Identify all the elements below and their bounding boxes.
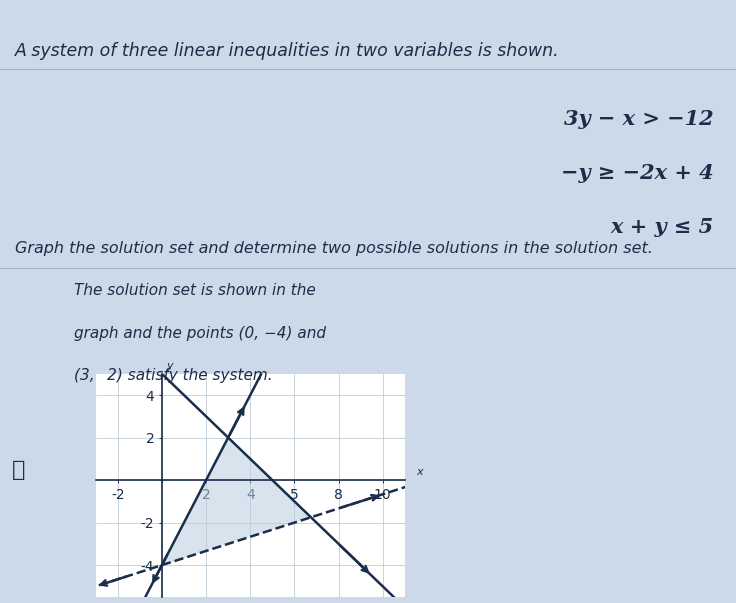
Text: (3,  2) satisfy the system.: (3, 2) satisfy the system. xyxy=(74,368,272,383)
Text: −y ≥ −2x + 4: −y ≥ −2x + 4 xyxy=(562,163,714,183)
Text: x + y ≤ 5: x + y ≤ 5 xyxy=(611,217,714,237)
Text: A system of three linear inequalities in two variables is shown.: A system of three linear inequalities in… xyxy=(15,42,559,60)
Text: y: y xyxy=(166,361,173,371)
Text: x: x xyxy=(416,467,422,477)
Text: Graph the solution set and determine two possible solutions in the solution set.: Graph the solution set and determine two… xyxy=(15,241,653,256)
Text: The solution set is shown in the: The solution set is shown in the xyxy=(74,283,315,298)
Text: graph and the points (0, −4) and: graph and the points (0, −4) and xyxy=(74,326,325,341)
Text: 3y − x > −12: 3y − x > −12 xyxy=(565,109,714,128)
Text: Ⓐ: Ⓐ xyxy=(12,460,25,481)
Polygon shape xyxy=(162,438,311,565)
